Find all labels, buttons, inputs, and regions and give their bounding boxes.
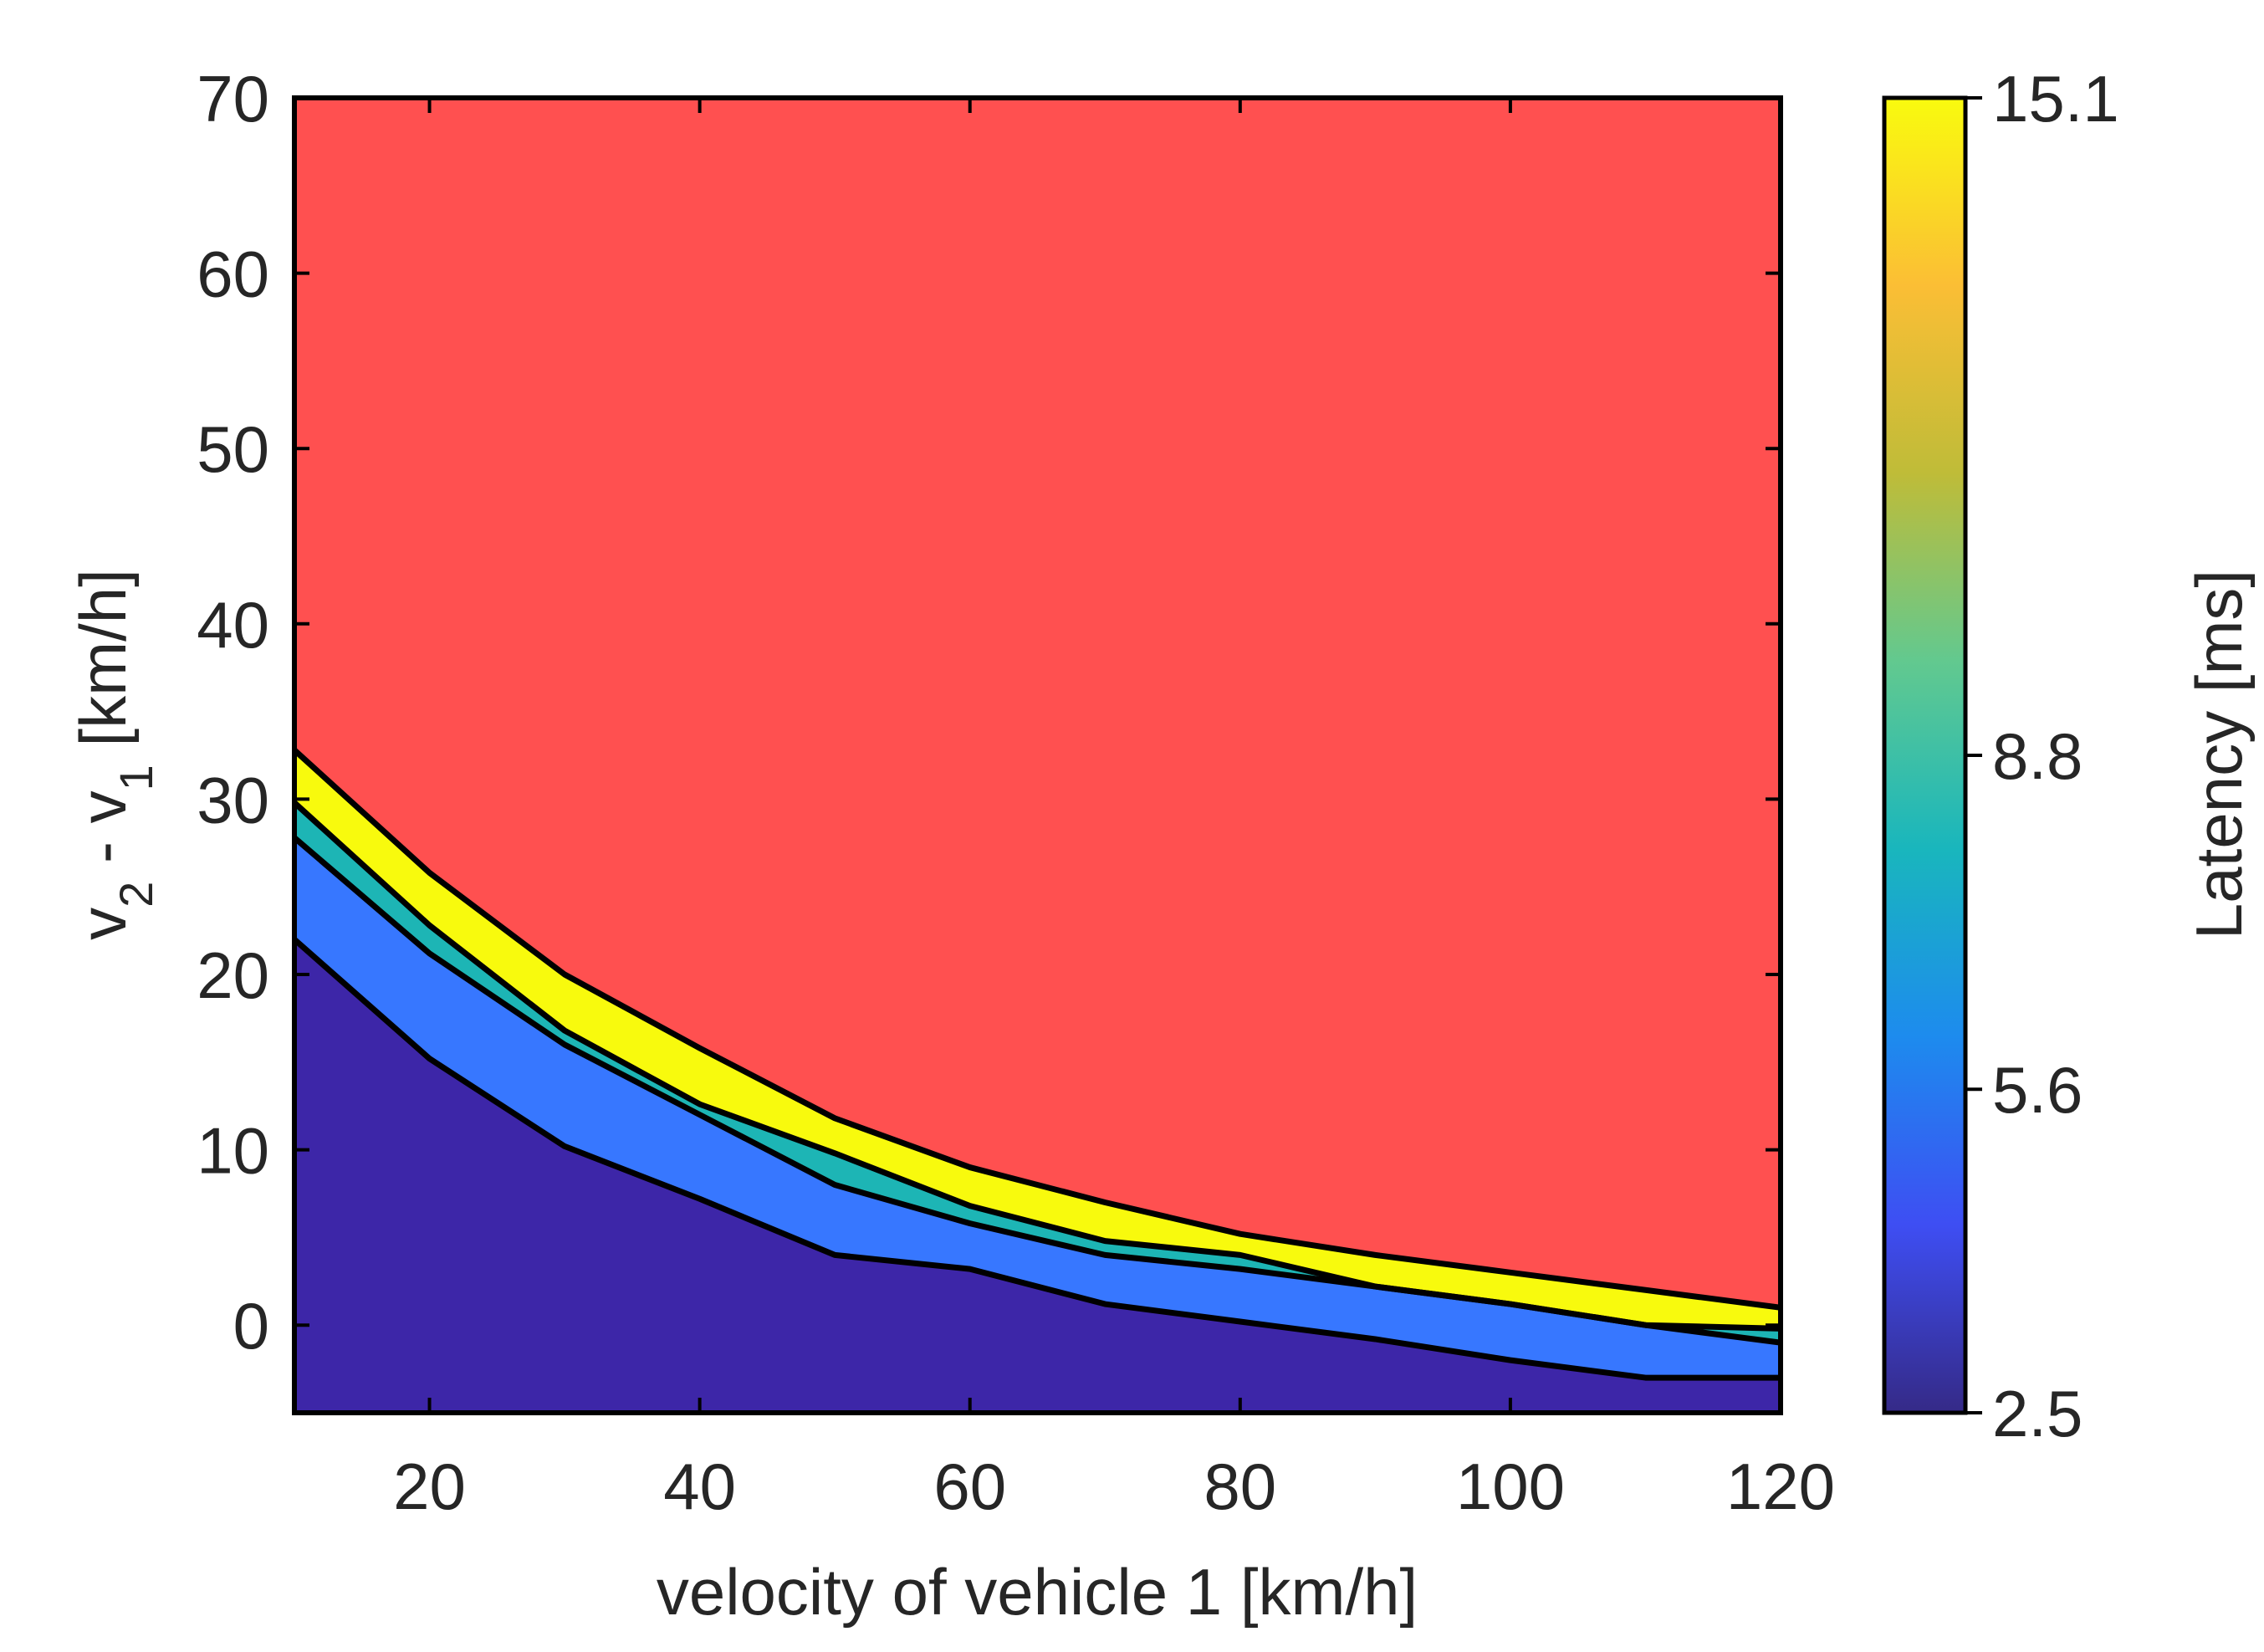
y-tick-label: 20 <box>197 939 269 1012</box>
y-axis-ticks: 0 10 20 30 40 50 60 70 <box>197 62 1781 1363</box>
contour-line-0 <box>294 937 1781 1381</box>
y-axis-title: v2 - v1 [km/h] <box>66 569 162 940</box>
y-tick-label: 70 <box>197 62 269 136</box>
x-tick-label: 20 <box>393 1450 466 1523</box>
colorbar-tick-label: 5.6 <box>1992 1053 2083 1127</box>
colorbar <box>1882 95 1968 1415</box>
contour-regions <box>294 748 1781 1413</box>
colorbar-tick-label: 15.1 <box>1992 62 2119 136</box>
colorbar-title: Latency [ms] <box>2182 570 2256 939</box>
x-tick-label: 40 <box>663 1450 736 1523</box>
contour-line-3 <box>294 748 1781 1311</box>
x-axis-title: velocity of vehicle 1 [km/h] <box>657 1555 1418 1629</box>
x-tick-label: 80 <box>1204 1450 1276 1523</box>
y-tick-label: 10 <box>197 1114 269 1188</box>
y-tick-label: 50 <box>197 412 269 486</box>
x-tick-label: 100 <box>1456 1450 1565 1523</box>
x-axis-ticks: 20 40 60 80 100 120 <box>393 98 1835 1523</box>
colorbar-tick-label: 8.8 <box>1992 719 2083 793</box>
y-tick-label: 40 <box>197 588 269 662</box>
x-tick-label: 120 <box>1726 1450 1835 1523</box>
y-tick-label: 30 <box>197 763 269 836</box>
colorbar-tick-label: 2.5 <box>1992 1377 2083 1450</box>
contour-line-2 <box>294 800 1781 1332</box>
plot-frame <box>292 95 1783 1415</box>
y-tick-label: 0 <box>233 1289 269 1363</box>
colorbar-ticks: 2.5 5.6 8.8 15.1 <box>1965 62 2119 1450</box>
x-tick-label: 60 <box>933 1450 1006 1523</box>
contour-region-0 <box>294 939 1781 1413</box>
y-tick-label: 60 <box>197 238 269 311</box>
